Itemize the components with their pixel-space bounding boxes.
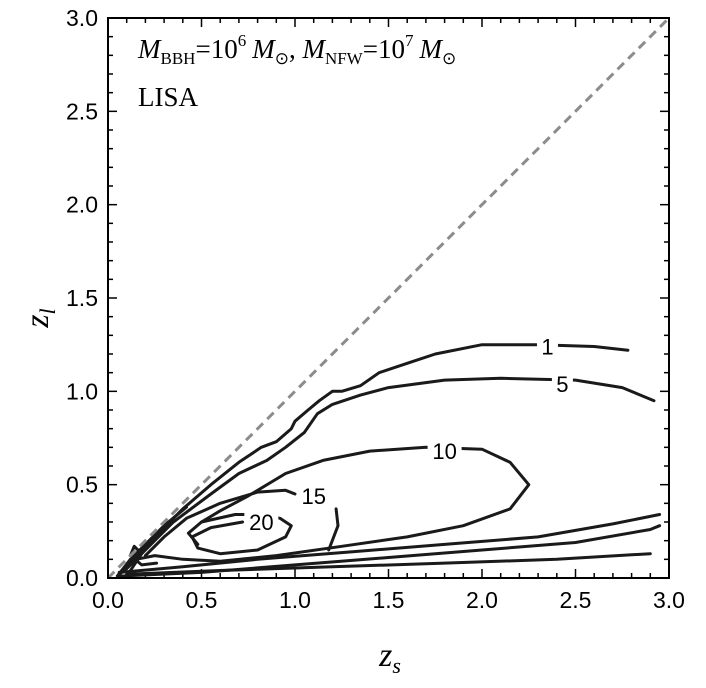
y-tick-label: 3.0 [66,5,98,31]
contour-line-5 [117,376,656,576]
x-tick-label: 1.5 [373,587,405,613]
contour-lines [115,343,662,578]
x-tick-label: 0.0 [92,587,124,613]
contour-labels: 15 10 15 20 [244,332,573,535]
y-tick-label: 2.0 [66,192,98,218]
y-tick-label: 1.5 [66,285,98,311]
contour-line-1 [121,343,630,572]
contour-label-20: 20 [249,510,273,535]
x-tick-label: 3.0 [653,587,685,613]
contour-label-background [551,369,573,396]
reference-diagonal-line [106,16,671,580]
contour-label-background [296,481,331,508]
mass-annotation: MBBH=106 M⊙, MNFW=107 M⊙ [137,31,456,68]
contour-line [125,552,652,576]
x-tick-label: 1.0 [279,587,311,613]
x-axis-label: zs [378,637,401,678]
plot-area [106,16,671,580]
contour-label-10: 10 [432,439,456,464]
contour-label-background [536,332,558,359]
contour-label-5: 5 [556,372,568,397]
contour-label-background [244,508,279,534]
contour-label-1: 1 [541,335,553,360]
plot-frame [107,17,670,579]
y-tick-label: 0.0 [66,565,98,591]
contour-label-background [427,437,462,464]
contour-line [125,544,159,578]
contour-line [327,507,340,552]
y-tick-label: 2.5 [66,98,98,124]
contour-label-15: 15 [301,484,325,509]
x-axis-ticks: 0.0 0.5 1.0 1.5 2.0 2.5 3.0 [92,18,685,613]
detector-annotation: LISA [138,82,199,112]
contour-line [117,513,662,574]
contour-line-10 [134,445,531,563]
y-axis-label: zl [19,308,60,328]
x-tick-label: 2.0 [466,587,498,613]
x-tick-label: 2.5 [560,587,592,613]
contour-line-15 [143,488,297,558]
y-tick-label: 0.5 [66,472,98,498]
contour-line-20 [186,513,293,556]
x-tick-label: 0.5 [186,587,218,613]
y-tick-label: 1.0 [66,378,98,404]
contour-line [115,505,188,578]
